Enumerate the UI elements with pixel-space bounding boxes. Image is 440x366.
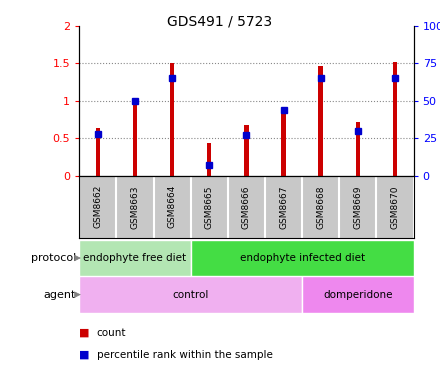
Bar xyxy=(302,276,414,313)
Text: GSM8667: GSM8667 xyxy=(279,185,288,228)
Bar xyxy=(95,128,100,176)
Text: ■: ■ xyxy=(79,328,90,338)
Bar xyxy=(319,66,323,176)
Bar xyxy=(133,104,137,176)
Text: GSM8670: GSM8670 xyxy=(391,185,400,228)
Bar xyxy=(281,110,286,176)
Text: GDS491 / 5723: GDS491 / 5723 xyxy=(168,15,272,29)
Text: endophyte free diet: endophyte free diet xyxy=(83,253,187,263)
Text: ■: ■ xyxy=(79,350,90,360)
Bar xyxy=(244,126,249,176)
Text: GSM8666: GSM8666 xyxy=(242,185,251,228)
Bar xyxy=(170,63,174,176)
Bar xyxy=(79,276,302,313)
Text: percentile rank within the sample: percentile rank within the sample xyxy=(97,350,273,360)
Text: endophyte infected diet: endophyte infected diet xyxy=(239,253,365,263)
Bar xyxy=(207,143,212,176)
Text: agent: agent xyxy=(44,290,76,300)
Text: GSM8664: GSM8664 xyxy=(168,185,176,228)
Text: control: control xyxy=(172,290,209,300)
Bar xyxy=(191,240,414,276)
Bar xyxy=(393,61,397,176)
Bar xyxy=(79,240,191,276)
Text: domperidone: domperidone xyxy=(323,290,392,300)
Text: protocol: protocol xyxy=(31,253,76,263)
Text: GSM8669: GSM8669 xyxy=(353,185,363,228)
Bar xyxy=(356,122,360,176)
Text: GSM8665: GSM8665 xyxy=(205,185,214,228)
Text: GSM8662: GSM8662 xyxy=(93,185,102,228)
Text: GSM8668: GSM8668 xyxy=(316,185,325,228)
Text: GSM8663: GSM8663 xyxy=(130,185,139,228)
Text: count: count xyxy=(97,328,126,338)
